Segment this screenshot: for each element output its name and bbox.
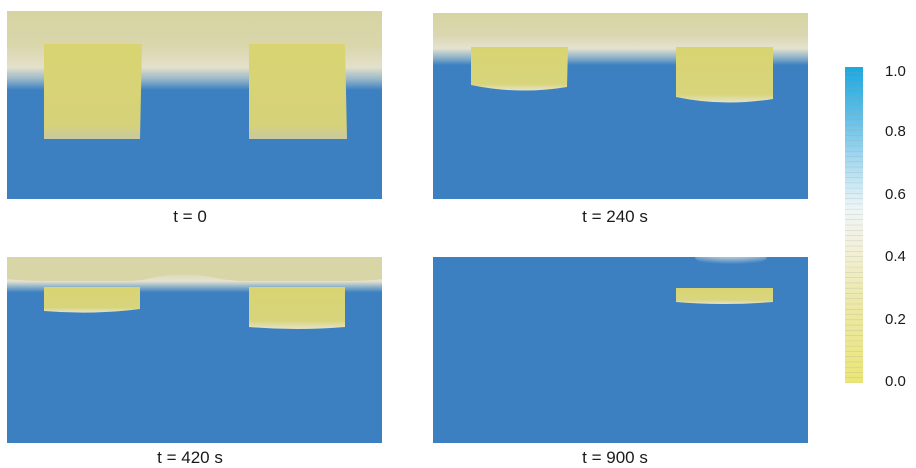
colorbar-tick-1-0: 1.0 xyxy=(885,63,906,80)
field-t900 xyxy=(433,257,808,443)
panel-t240 xyxy=(433,13,808,199)
colorbar-tick-0-2: 0.2 xyxy=(885,311,906,328)
caption-t420: t = 420 s xyxy=(157,448,223,467)
panel-t900 xyxy=(433,257,808,443)
field-t420 xyxy=(7,257,382,443)
colorbar-tick-0-6: 0.6 xyxy=(885,186,906,203)
colorbar-tick-0-0: 0.0 xyxy=(885,373,906,390)
caption-t240: t = 240 s xyxy=(582,207,648,226)
caption-t0: t = 0 xyxy=(173,207,207,226)
caption-t900: t = 900 s xyxy=(582,448,648,467)
field-t0 xyxy=(7,11,382,199)
panel-t0 xyxy=(7,11,382,199)
colorbar-tick-0-8: 0.8 xyxy=(885,123,906,140)
panel-t420 xyxy=(7,257,382,443)
field-t240 xyxy=(433,13,808,199)
colorbar-tick-0-4: 0.4 xyxy=(885,248,906,265)
colorbar xyxy=(845,67,863,383)
